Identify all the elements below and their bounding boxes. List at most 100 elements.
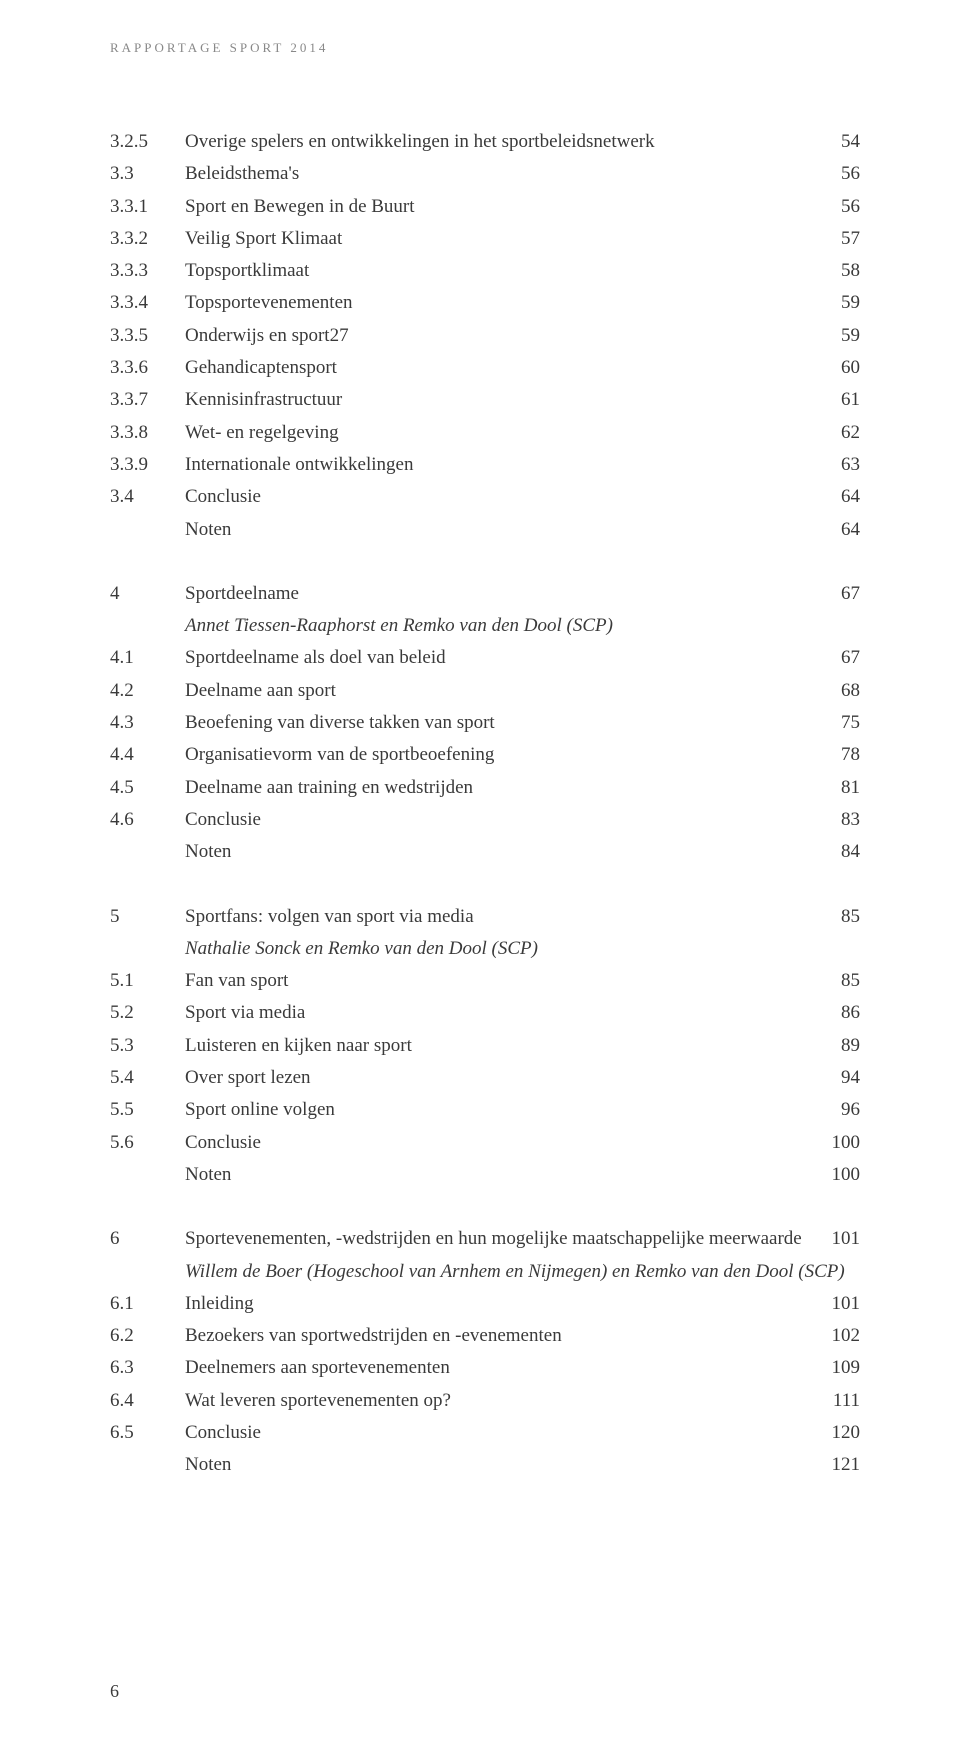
- toc-row: 4.5Deelname aan training en wedstrijden8…: [110, 772, 860, 804]
- toc-label: Internationale ontwikkelingen: [185, 449, 810, 481]
- toc-row: 5.6Conclusie100: [110, 1127, 860, 1159]
- toc-label: Sport via media: [185, 997, 810, 1029]
- toc-page: 100: [810, 1159, 860, 1191]
- toc-row: 6.3Deelnemers aan sportevenementen109: [110, 1352, 860, 1384]
- toc-page: 85: [810, 901, 860, 933]
- toc-page: 100: [810, 1127, 860, 1159]
- toc-label: Sportdeelname als doel van beleid: [185, 642, 810, 674]
- toc-row: 3.4Conclusie64: [110, 481, 860, 513]
- toc-number: 4.3: [110, 707, 185, 739]
- toc-page: 75: [810, 707, 860, 739]
- toc-row: 3.3.2Veilig Sport Klimaat57: [110, 223, 860, 255]
- toc-row: 6.5Conclusie120: [110, 1417, 860, 1449]
- toc-page: 81: [810, 772, 860, 804]
- running-header: RAPPORTAGE SPORT 2014: [110, 40, 860, 56]
- toc-number: 3.3.1: [110, 191, 185, 223]
- toc-page: 89: [810, 1030, 860, 1062]
- toc-label: Overige spelers en ontwikkelingen in het…: [185, 126, 810, 158]
- toc-page: 60: [810, 352, 860, 384]
- toc-row: 6.2Bezoekers van sportwedstrijden en -ev…: [110, 1320, 860, 1352]
- toc-page: 101: [810, 1223, 860, 1255]
- toc-number: [110, 1449, 185, 1481]
- toc-label: Noten: [185, 514, 810, 546]
- toc-row: 3.3.5Onderwijs en sport2759: [110, 320, 860, 352]
- toc-row: 4.1Sportdeelname als doel van beleid67: [110, 642, 860, 674]
- toc-row: 5.2Sport via media86: [110, 997, 860, 1029]
- toc-row: 3.3.3Topsportklimaat58: [110, 255, 860, 287]
- toc-page: 64: [810, 481, 860, 513]
- toc-row: 3.3Beleidsthema's56: [110, 158, 860, 190]
- toc-page: 67: [810, 642, 860, 674]
- toc-number: 3.3.5: [110, 320, 185, 352]
- section-gap: [110, 1191, 860, 1223]
- author-spacer: [110, 610, 185, 642]
- toc-page: 101: [810, 1288, 860, 1320]
- toc-label: Luisteren en kijken naar sport: [185, 1030, 810, 1062]
- toc-label: Beleidsthema's: [185, 158, 810, 190]
- toc-row: Noten100: [110, 1159, 860, 1191]
- toc-page: 64: [810, 514, 860, 546]
- toc-number: [110, 1159, 185, 1191]
- toc-page: 62: [810, 417, 860, 449]
- toc-number: 3.3.7: [110, 384, 185, 416]
- toc-row: 3.3.7Kennisinfrastructuur61: [110, 384, 860, 416]
- toc-page: 120: [810, 1417, 860, 1449]
- toc-number: 3.3.8: [110, 417, 185, 449]
- toc-number: 6: [110, 1223, 185, 1255]
- toc-number: 5.1: [110, 965, 185, 997]
- toc-label: Bezoekers van sportwedstrijden en -evene…: [185, 1320, 810, 1352]
- toc-row: 3.3.9Internationale ontwikkelingen63: [110, 449, 860, 481]
- toc-row: 4.4Organisatievorm van de sportbeoefenin…: [110, 739, 860, 771]
- toc-row: 3.3.6Gehandicaptensport60: [110, 352, 860, 384]
- table-of-contents: 3.2.5Overige spelers en ontwikkelingen i…: [110, 126, 860, 1482]
- toc-number: 3.4: [110, 481, 185, 513]
- toc-number: 5: [110, 901, 185, 933]
- toc-page: 67: [810, 578, 860, 610]
- toc-author: Nathalie Sonck en Remko van den Dool (SC…: [110, 933, 860, 965]
- toc-number: 6.3: [110, 1352, 185, 1384]
- toc-label: Deelname aan sport: [185, 675, 810, 707]
- toc-page: 94: [810, 1062, 860, 1094]
- author-text: Annet Tiessen-Raaphorst en Remko van den…: [185, 610, 860, 642]
- toc-label: Fan van sport: [185, 965, 810, 997]
- section-gap: [110, 546, 860, 578]
- toc-label: Organisatievorm van de sportbeoefening: [185, 739, 810, 771]
- toc-page: 59: [810, 320, 860, 352]
- toc-label: Sport online volgen: [185, 1094, 810, 1126]
- toc-label: Sportdeelname: [185, 578, 810, 610]
- toc-label: Deelnemers aan sportevenementen: [185, 1352, 810, 1384]
- toc-number: 6.5: [110, 1417, 185, 1449]
- toc-row: 6Sportevenementen, -wedstrijden en hun m…: [110, 1223, 860, 1255]
- author-spacer: [110, 933, 185, 965]
- author-text: Nathalie Sonck en Remko van den Dool (SC…: [185, 933, 860, 965]
- toc-label: Onderwijs en sport27: [185, 320, 810, 352]
- toc-number: 3.3.3: [110, 255, 185, 287]
- toc-number: 5.5: [110, 1094, 185, 1126]
- toc-label: Conclusie: [185, 481, 810, 513]
- toc-row: 3.3.4Topsportevenementen59: [110, 287, 860, 319]
- toc-label: Sportevenementen, -wedstrijden en hun mo…: [185, 1223, 810, 1255]
- toc-page: 84: [810, 836, 860, 868]
- toc-page: 109: [810, 1352, 860, 1384]
- toc-number: 3.3.2: [110, 223, 185, 255]
- toc-label: Conclusie: [185, 1127, 810, 1159]
- toc-row: Noten64: [110, 514, 860, 546]
- toc-label: Noten: [185, 836, 810, 868]
- toc-number: 3.3: [110, 158, 185, 190]
- toc-label: Wet- en regelgeving: [185, 417, 810, 449]
- toc-row: 4.3Beoefening van diverse takken van spo…: [110, 707, 860, 739]
- toc-page: 57: [810, 223, 860, 255]
- toc-page: 86: [810, 997, 860, 1029]
- toc-page: 56: [810, 158, 860, 190]
- toc-row: 5.1Fan van sport85: [110, 965, 860, 997]
- toc-label: Kennisinfrastructuur: [185, 384, 810, 416]
- toc-page: 58: [810, 255, 860, 287]
- toc-label: Wat leveren sportevenementen op?: [185, 1385, 810, 1417]
- toc-row: 5Sportfans: volgen van sport via media85: [110, 901, 860, 933]
- toc-number: 3.3.6: [110, 352, 185, 384]
- toc-page: 61: [810, 384, 860, 416]
- toc-page: 96: [810, 1094, 860, 1126]
- toc-row: Noten121: [110, 1449, 860, 1481]
- toc-label: Noten: [185, 1159, 810, 1191]
- toc-row: 3.3.1Sport en Bewegen in de Buurt56: [110, 191, 860, 223]
